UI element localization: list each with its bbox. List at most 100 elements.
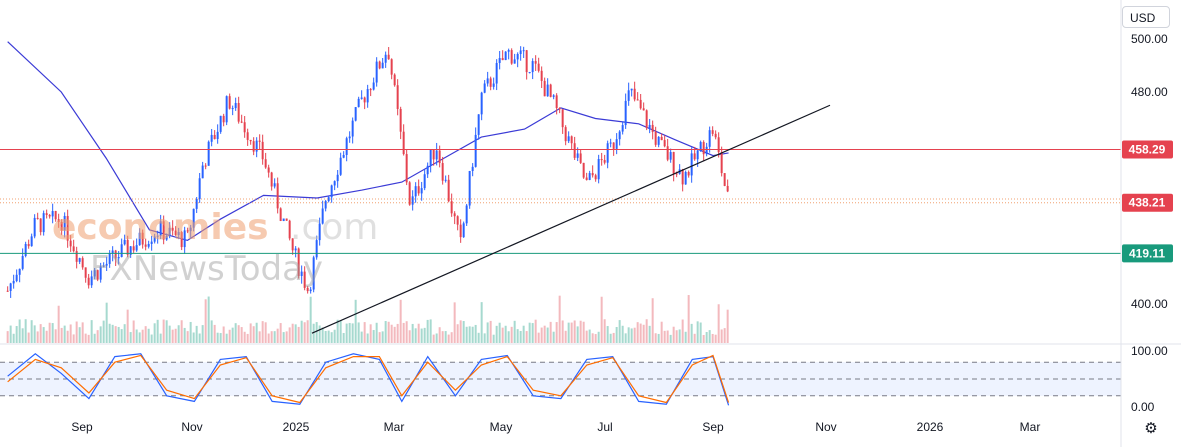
volume-bar xyxy=(546,327,549,343)
candle-body xyxy=(411,196,414,205)
candle-body xyxy=(324,201,327,209)
candle-body xyxy=(354,107,357,121)
volume-bar xyxy=(294,324,297,343)
volume-bar xyxy=(93,333,96,343)
candle-body xyxy=(486,78,489,84)
volume-bar xyxy=(48,322,51,343)
volume-bar xyxy=(570,322,573,343)
volume-bar xyxy=(519,330,522,343)
candle-body xyxy=(480,92,483,115)
candle-body xyxy=(513,59,516,64)
volume-bar xyxy=(693,333,696,343)
candle-body xyxy=(393,74,396,86)
oscillator-line xyxy=(7,354,730,404)
candle-body xyxy=(600,159,603,161)
price-tag xyxy=(1122,140,1173,159)
candle-body xyxy=(498,58,501,63)
volume-bar xyxy=(414,328,417,343)
candle-body xyxy=(435,150,438,160)
candle-body xyxy=(408,182,411,205)
oscillator-tick-label: 100.00 xyxy=(1131,344,1168,358)
candle-body xyxy=(219,115,222,132)
candle-body xyxy=(78,258,81,262)
candle-body xyxy=(636,99,639,101)
watermark: economies .com FXNewsToday xyxy=(52,207,378,289)
volume-bar xyxy=(354,299,357,343)
candle-body xyxy=(519,50,522,55)
volume-bar xyxy=(33,325,36,343)
volume-bar xyxy=(204,299,207,343)
candle-body xyxy=(612,142,615,149)
candle-body xyxy=(297,248,300,276)
volume-bar xyxy=(459,320,462,343)
volume-bar xyxy=(153,323,156,343)
volume-bar xyxy=(390,324,393,343)
candle-body xyxy=(144,244,147,247)
volume-bar xyxy=(102,320,105,343)
volume-bar xyxy=(501,327,504,343)
volume-bar xyxy=(534,319,537,343)
volume-bar xyxy=(267,333,270,343)
price-tag-label: 458.29 xyxy=(1129,143,1166,157)
volume-bar xyxy=(195,325,198,343)
candle-body xyxy=(654,131,657,145)
volume-bar xyxy=(285,331,288,343)
volume-bar xyxy=(84,333,87,343)
trend-line xyxy=(311,104,831,334)
candle-body xyxy=(414,186,417,197)
volume-bar xyxy=(255,322,258,343)
candlesticks xyxy=(6,46,729,298)
volume-bar xyxy=(627,327,630,343)
candle-body xyxy=(159,221,162,236)
volume-bar xyxy=(654,333,657,343)
candle-body xyxy=(489,78,492,87)
candle-body xyxy=(483,83,486,93)
volume-bar xyxy=(237,325,240,343)
volume-bar xyxy=(297,326,300,343)
volume-bar xyxy=(426,319,429,343)
candle-body xyxy=(306,287,309,292)
candle-body xyxy=(282,218,285,221)
candle-body xyxy=(492,83,495,87)
volume-bar xyxy=(183,327,186,343)
candle-body xyxy=(201,165,204,179)
candle-body xyxy=(708,130,711,147)
candle-body xyxy=(387,54,390,60)
candle-body xyxy=(213,134,216,140)
volume-bar xyxy=(420,328,423,343)
candle-body xyxy=(279,208,282,221)
candle-body xyxy=(129,246,132,255)
currency-selector[interactable]: USD xyxy=(1122,6,1170,28)
candle-body xyxy=(216,131,219,140)
volume-bar xyxy=(135,329,138,343)
candle-body xyxy=(72,246,75,252)
volume-bar xyxy=(594,334,597,343)
candle-body xyxy=(255,140,258,152)
volume-bar xyxy=(540,327,543,343)
candle-body xyxy=(366,89,369,103)
settings-icon[interactable]: ⚙ xyxy=(1144,420,1158,437)
volume-bar xyxy=(45,330,48,343)
volume-bar xyxy=(309,296,312,343)
volume-bar xyxy=(711,333,714,343)
volume-bar xyxy=(291,323,294,343)
candle-body xyxy=(189,227,192,232)
volume-bar xyxy=(141,329,144,343)
candle-body xyxy=(99,266,102,280)
candle-body xyxy=(609,142,612,144)
candle-body xyxy=(342,154,345,158)
volume-bar xyxy=(312,323,315,343)
candle-body xyxy=(375,61,378,83)
volume-bar xyxy=(168,325,171,343)
volume-bar xyxy=(27,332,30,343)
volume-bar xyxy=(189,321,192,343)
candle-body xyxy=(444,179,447,181)
volume-bar xyxy=(372,330,375,343)
volume-bar xyxy=(327,330,330,343)
volume-bar xyxy=(648,325,651,343)
x-tick-label: 2026 xyxy=(917,420,944,434)
volume-bar xyxy=(288,327,291,343)
volume-bar xyxy=(555,322,558,343)
volume-bar xyxy=(492,334,495,343)
